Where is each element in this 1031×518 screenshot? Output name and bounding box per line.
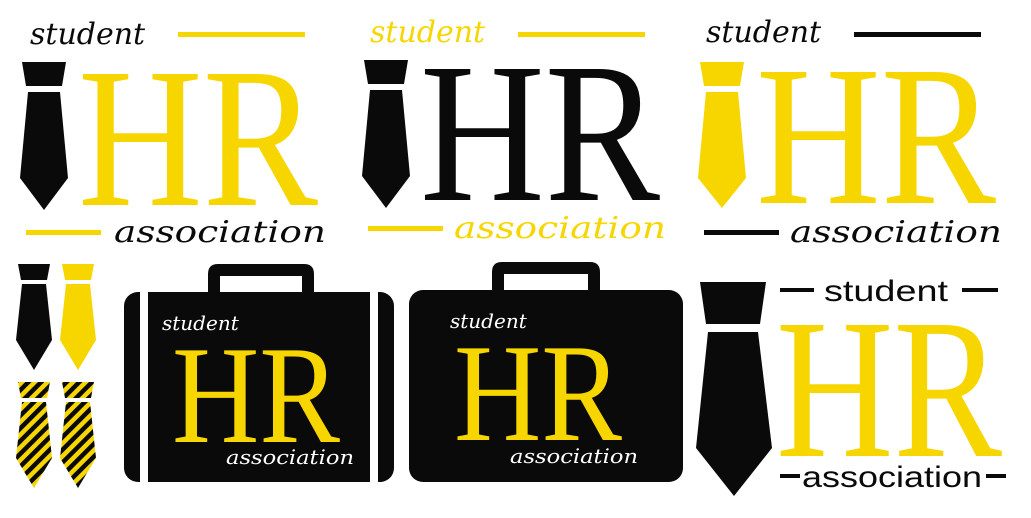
logo-3: student HR association xyxy=(698,15,1002,250)
logo-6-tie-icon xyxy=(696,282,772,496)
logo-4-briefcase: student HR association xyxy=(124,264,394,482)
logo-3-student-text: student xyxy=(706,15,822,50)
striped-necktie-icon xyxy=(16,382,52,488)
logo-3-tie-icon xyxy=(698,62,746,208)
logo-4-association-text: association xyxy=(226,445,354,469)
logo-1-association-text: association xyxy=(114,215,326,250)
logo-1-top-rule xyxy=(178,32,305,37)
logo-4-student-text: student xyxy=(162,311,240,335)
logo-2-association-text: association xyxy=(454,211,666,246)
logo-2-tie-icon xyxy=(362,60,410,208)
logo-1: student HR association xyxy=(20,17,326,250)
tie-icon-set xyxy=(16,264,96,488)
logo-3-bottom-rule xyxy=(704,230,779,235)
briefcase-icon xyxy=(409,262,683,482)
logo-6-bottom-rule-right xyxy=(986,474,1006,478)
logo-2: student HR association xyxy=(362,15,666,246)
logo-4-hr-text: HR xyxy=(172,318,341,473)
logo-5-association-text: association xyxy=(510,444,638,468)
logo-2-bottom-rule xyxy=(368,226,443,231)
logo-1-hr-text: HR xyxy=(78,28,319,249)
logo-6-student-text: student xyxy=(824,275,949,308)
logo-2-student-text: student xyxy=(370,15,486,50)
logo-2-top-rule xyxy=(518,32,645,37)
necktie-icon xyxy=(16,264,52,370)
logo-2-hr-text: HR xyxy=(420,23,661,244)
logo-3-top-rule xyxy=(854,32,981,37)
logo-3-hr-text: HR xyxy=(756,26,997,247)
logo-6-association-text: association xyxy=(802,461,982,494)
logo-6-top-rule-right xyxy=(962,288,998,292)
necktie-icon xyxy=(60,264,96,370)
logo-5-briefcase: student HR association xyxy=(409,262,683,482)
logo-6-top-rule-left xyxy=(780,288,814,292)
logo-3-association-text: association xyxy=(790,215,1002,250)
logo-6-hr-text: HR xyxy=(776,279,1002,500)
logo-5-hr-text: HR xyxy=(454,316,623,471)
logo-5-student-text: student xyxy=(450,309,528,333)
striped-necktie-icon xyxy=(60,382,96,488)
briefcase-icon xyxy=(124,264,394,482)
logo-1-tie-icon xyxy=(20,62,68,210)
logo-6: student HR association xyxy=(696,275,1006,500)
logo-1-student-text: student xyxy=(30,17,146,52)
logo-6-bottom-rule-left xyxy=(780,474,800,478)
logo-1-bottom-rule xyxy=(26,230,101,235)
